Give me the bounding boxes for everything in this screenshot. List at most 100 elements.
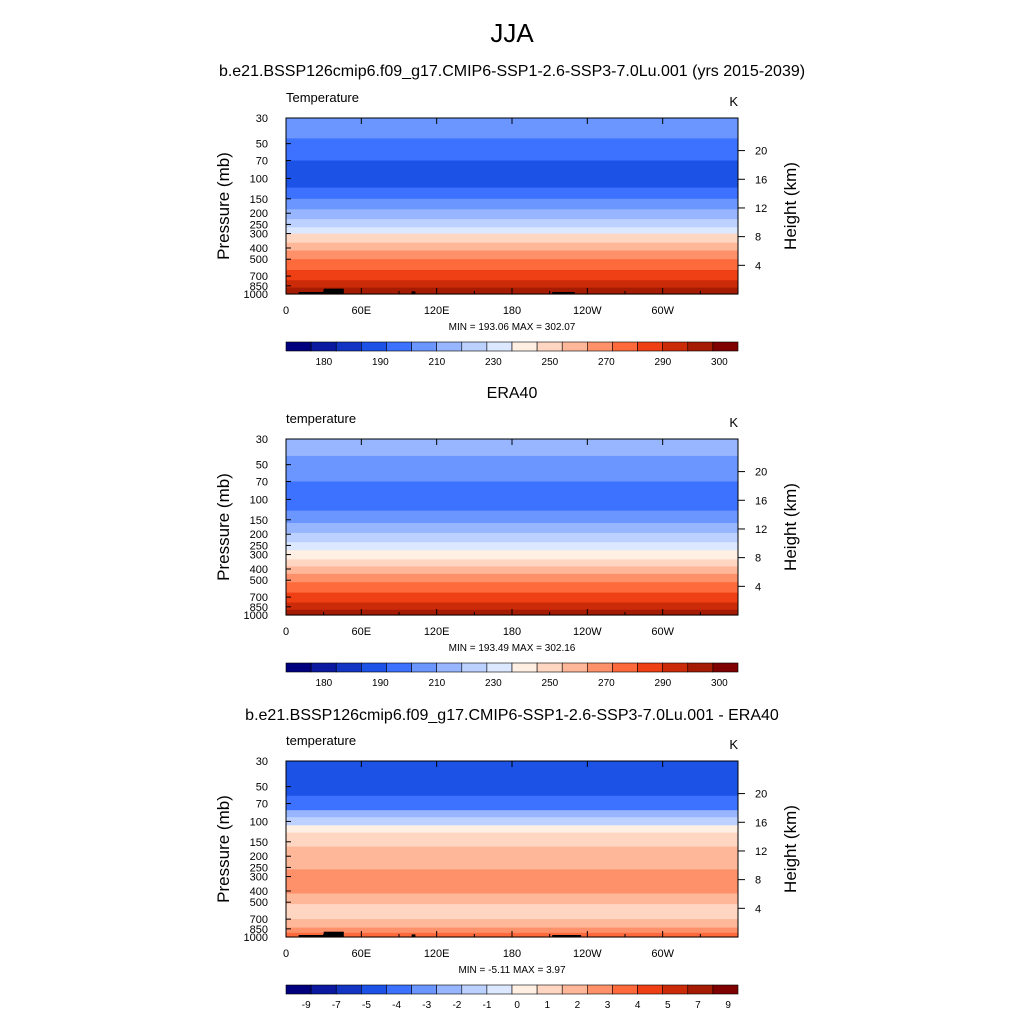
panel-3-ytick-label-6: 250	[250, 862, 268, 874]
panel-2-ytick-label-7: 300	[250, 550, 268, 562]
panel-3-colorbar-swatch-13	[612, 984, 638, 995]
panel-2-ytick-right-label-3: 8	[755, 553, 761, 565]
panel-2-colorbar-swatch-14	[637, 662, 663, 673]
panel-3-band-2	[286, 810, 738, 818]
panel-1-colorbar-swatch-17	[712, 341, 739, 352]
panel-3-colorbar-swatch-17	[712, 984, 739, 995]
panel-1-band-11	[286, 259, 738, 271]
panel-3-colorbar-swatch-14	[637, 984, 663, 995]
panel-3-colorbar-swatch-9	[511, 984, 538, 995]
panel-2-units-label: K	[729, 415, 738, 430]
panel-2-ytick-label-3: 100	[250, 494, 268, 506]
panel-1-band-2	[286, 160, 738, 189]
panel-2-title: ERA40	[486, 385, 538, 402]
panel-3-colorbar-swatch-15	[662, 984, 689, 995]
panel-1-ytick-label-12: 1000	[244, 289, 268, 301]
panel-3-colorbar-label-8: 1	[545, 1000, 551, 1011]
panel-1-ytick-label-6: 250	[250, 219, 268, 231]
panel-2-colorbar-swatch-1	[310, 662, 337, 673]
panel-2-band-8	[286, 559, 738, 568]
panel-3-xtick-label-4: 120W	[573, 948, 602, 960]
panel-3-colorbar-swatch-3	[361, 984, 387, 995]
panel-2-band-4	[286, 523, 738, 534]
panel-1-colorbar-swatch-12	[587, 341, 613, 352]
panel-3-band-6	[286, 846, 738, 870]
panel-2-colorbar-swatch-9	[511, 662, 538, 673]
panel-3-ytick-label-3: 100	[250, 816, 268, 828]
panel-1-xtick-label-0: 0	[283, 305, 289, 317]
panel-1-band-7	[286, 227, 738, 235]
panel-2-band-13	[286, 602, 738, 611]
panel-2-colorbar-label-2: 210	[429, 678, 446, 689]
panel-1-colorbar-swatch-1	[310, 341, 337, 352]
panel-3-colorbar-label-11: 4	[635, 1000, 641, 1011]
panel-2-band-2	[286, 481, 738, 512]
panel-1-ytick-label-8: 400	[250, 243, 268, 255]
panel-3-xtick-label-1: 60E	[352, 948, 372, 960]
panel-2-band-7	[286, 550, 738, 560]
panel-1-xtick-label-4: 120W	[573, 305, 602, 317]
panel-3-colorbar-swatch-2	[335, 984, 362, 995]
panel-2-ylabel-right: Height (km)	[781, 483, 800, 571]
panel-2-colorbar-label-6: 290	[655, 678, 672, 689]
panel-3-colorbar-label-7: 0	[514, 1000, 520, 1011]
panel-3-band-3	[286, 817, 738, 826]
panel-3-band-5	[286, 832, 738, 848]
panel-3-ytick-label-11: 850	[250, 924, 268, 936]
panel-3-colorbar-label-4: -3	[422, 1000, 431, 1011]
panel-2-xtick-label-3: 180	[503, 626, 521, 638]
panel-1-ytick-right-label-4: 4	[755, 260, 761, 272]
panel-3-band-8	[286, 893, 738, 905]
panel-1-ytick-label-9: 500	[250, 254, 268, 266]
panel-3-ytick-label-9: 500	[250, 897, 268, 909]
panel-2-ytick-label-1: 50	[256, 460, 268, 472]
panel-1-colorbar-label-5: 270	[598, 357, 615, 368]
panel-3-ylabel-right: Height (km)	[781, 805, 800, 893]
panel-2-colorbar-swatch-8	[486, 662, 513, 673]
panel-2-colorbar-label-1: 190	[372, 678, 389, 689]
panel-3-colorbar-label-0: -9	[302, 1000, 311, 1011]
panel-1-colorbar-label-7: 300	[711, 357, 728, 368]
panel-2-colorbar-swatch-7	[461, 662, 488, 673]
panel-3-stats: MIN = -5.11 MAX = 3.97	[458, 965, 566, 976]
panel-2-ylabel: Pressure (mb)	[214, 473, 233, 581]
panel-2-ytick-label-5: 200	[250, 529, 268, 541]
panel-2-ytick-right-label-0: 20	[755, 467, 767, 479]
panel-1-ytick-label-3: 100	[250, 173, 268, 185]
panel-3-ytick-label-5: 200	[250, 851, 268, 863]
panel-2-ytick-label-11: 850	[250, 602, 268, 614]
panel-1-topography-3	[552, 292, 575, 294]
panel-2-band-10	[286, 573, 738, 583]
panel-1-colorbar-swatch-10	[536, 341, 563, 352]
panel-2-band-6	[286, 542, 738, 551]
panel-1-colorbar-swatch-6	[436, 341, 463, 352]
panel-1-ytick-right-label-1: 16	[755, 174, 767, 186]
panel-1-colorbar-swatch-0	[285, 341, 312, 352]
panel-1-xtick-label-1: 60E	[352, 305, 372, 317]
panel-2-xtick-label-0: 0	[283, 626, 289, 638]
panel-1-ytick-right-label-3: 8	[755, 232, 761, 244]
panel-1-ytick-label-4: 150	[250, 194, 268, 206]
panel-1-ytick-label-0: 30	[256, 113, 268, 125]
panel-3-colorbar-label-1: -7	[332, 1000, 341, 1011]
panel-3-ytick-label-2: 70	[256, 799, 268, 811]
panel-3-band-11	[286, 927, 738, 934]
panel-2-xtick-label-1: 60E	[352, 626, 372, 638]
panel-1-ytick-label-11: 850	[250, 281, 268, 293]
panel-3-band-10	[286, 919, 738, 929]
panel-2-colorbar-swatch-16	[687, 662, 714, 673]
panel-1-band-13	[286, 280, 738, 289]
panel-1-band-12	[286, 270, 738, 281]
panel-3-ytick-label-10: 700	[250, 914, 268, 926]
panel-1-colorbar-swatch-5	[411, 341, 437, 352]
panel-3-ytick-right-label-0: 20	[755, 789, 767, 801]
panel-1-colorbar-swatch-9	[511, 341, 538, 352]
panel-3-colorbar-swatch-11	[561, 984, 588, 995]
panel-1-band-9	[286, 242, 738, 251]
panel-1-colorbar-swatch-4	[386, 341, 412, 352]
panel-2-ytick-right-label-2: 12	[755, 524, 767, 536]
panel-2-colorbar-swatch-5	[411, 662, 437, 673]
panel-3-colorbar-swatch-6	[436, 984, 463, 995]
panel-3-colorbar-swatch-7	[461, 984, 488, 995]
panel-3-xtick-label-2: 120E	[424, 948, 450, 960]
